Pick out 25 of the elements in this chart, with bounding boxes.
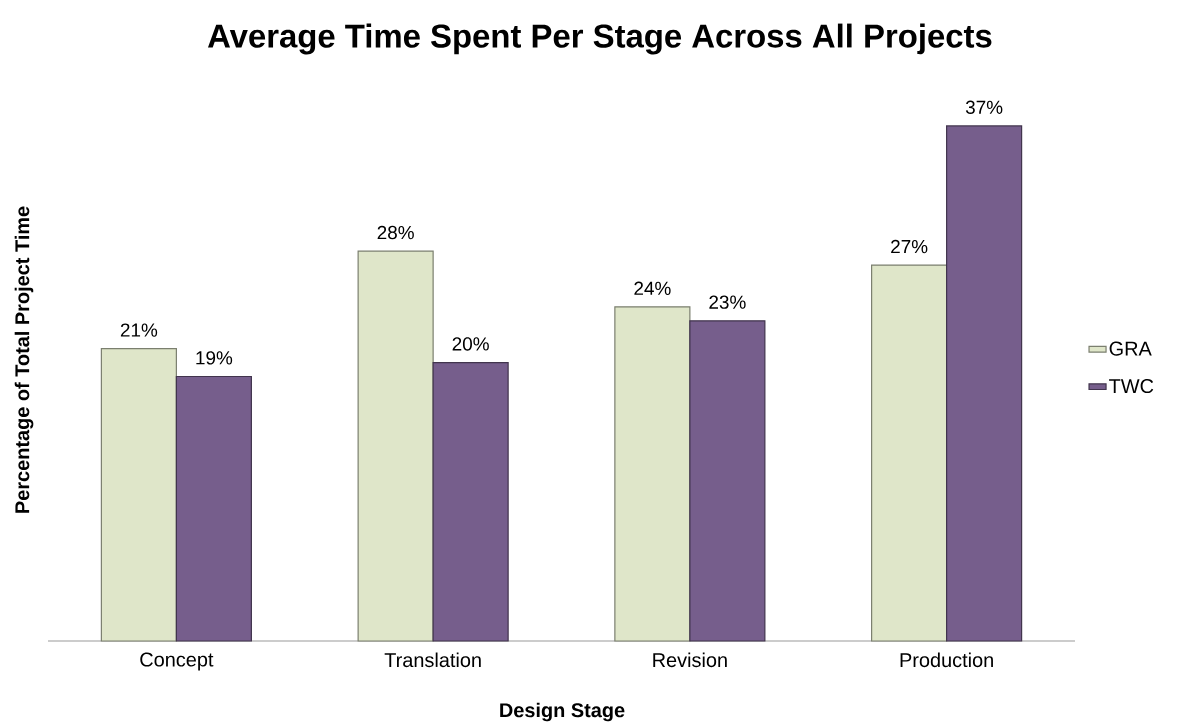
data-label: 28%	[377, 225, 414, 240]
legend-label: GRA	[1109, 341, 1152, 356]
bar	[614, 306, 691, 642]
data-label: 19%	[196, 351, 233, 365]
y-axis-title: Percentage of Total Project Time	[14, 206, 34, 513]
x-tick-label: Revision	[653, 652, 727, 668]
bar	[689, 320, 766, 642]
data-label: 21%	[120, 323, 158, 337]
x-tick-label: Concept	[140, 652, 214, 671]
x-tick-label: Translation	[384, 652, 481, 668]
chart-title: Average Time Spent Per Stage Across All Projects	[207, 23, 992, 55]
data-label: 24%	[634, 281, 671, 295]
bar	[100, 348, 177, 642]
data-label: 23%	[709, 295, 746, 309]
bar	[946, 125, 1023, 642]
x-axis-title: Design Stage	[500, 702, 625, 722]
bar	[432, 361, 509, 642]
bar	[357, 250, 434, 642]
legend-label: TWC	[1109, 378, 1154, 394]
data-label: 37%	[965, 100, 1003, 114]
bar	[871, 264, 948, 642]
data-label: 27%	[891, 239, 928, 254]
x-tick-label: Production	[900, 652, 993, 668]
data-label: 20%	[452, 337, 489, 351]
bar	[175, 375, 252, 642]
